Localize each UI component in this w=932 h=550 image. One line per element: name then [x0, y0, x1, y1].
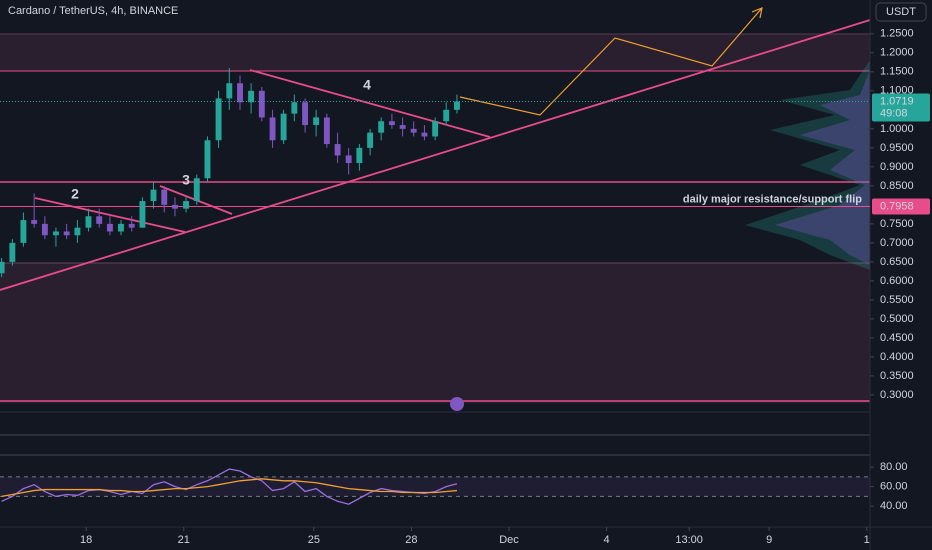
candle-body	[280, 113, 287, 141]
y-tick-label: 0.9500	[880, 142, 914, 154]
candle-body	[172, 204, 178, 209]
candle-body	[226, 83, 233, 99]
x-tick-label: 28	[405, 534, 417, 546]
candle-body	[421, 132, 428, 137]
x-tick-label: Dec	[499, 534, 519, 546]
candle-body	[378, 121, 385, 133]
candle-body	[183, 201, 189, 209]
volume-profile	[775, 70, 870, 265]
candle-body	[139, 201, 146, 228]
x-tick-label: 25	[308, 534, 320, 546]
y-tick-label: 0.4000	[880, 351, 914, 363]
candle-body	[41, 223, 48, 236]
trendline	[249, 69, 491, 138]
candle-body	[96, 216, 103, 224]
candle-body	[0, 261, 5, 274]
y-tick-label: 1.0000	[880, 123, 914, 135]
projection-arrow	[751, 7, 763, 19]
candle-body	[237, 83, 243, 103]
countdown: 49:08	[880, 107, 908, 119]
candle-body	[161, 189, 168, 205]
candle-body	[269, 117, 276, 141]
support-zone	[0, 263, 870, 403]
x-tick-label: 9	[766, 534, 772, 546]
candle-body	[302, 102, 309, 126]
rsi-band	[0, 476, 870, 497]
candle-body	[9, 242, 16, 262]
trendline	[0, 19, 871, 291]
y-tick-label: 0.6000	[880, 275, 914, 287]
candle-body	[258, 90, 265, 118]
candle-body	[31, 220, 38, 224]
rsi-y-tick-label: 40.00	[880, 500, 908, 512]
candle-body	[356, 147, 363, 164]
rsi-y-tick-label: 60.00	[880, 481, 908, 493]
candle-body	[20, 220, 27, 243]
candle-body	[128, 223, 135, 228]
candle-body	[106, 223, 113, 232]
candle-body	[204, 140, 211, 179]
y-tick-label: 1.2500	[880, 28, 914, 40]
y-tick-label: 1.1500	[880, 66, 914, 78]
y-tick-label: 0.4500	[880, 332, 914, 344]
candle-body	[334, 144, 341, 156]
currency-label[interactable]: USDT	[886, 6, 916, 18]
level-tag-label: 0.7958	[880, 200, 914, 212]
y-tick-label: 0.3500	[880, 370, 914, 382]
y-tick-label: 0.3000	[880, 389, 914, 401]
y-tick-label: 0.7000	[880, 237, 914, 249]
candle-body	[367, 132, 374, 148]
candle-body	[399, 125, 406, 129]
y-tick-label: 0.8500	[880, 180, 914, 192]
candle-body	[454, 101, 460, 110]
y-tick-label: 0.6500	[880, 256, 914, 268]
wave-label: 3	[182, 172, 190, 188]
candle-body	[410, 128, 417, 133]
resistance-zone	[0, 34, 870, 71]
candle-body	[443, 109, 450, 122]
candle-body	[85, 216, 92, 228]
projection-path	[459, 7, 763, 116]
wave-label: 2	[71, 186, 79, 202]
level-note: daily major resistance/support flip	[683, 193, 862, 205]
y-tick-label: 1.2000	[880, 47, 914, 59]
x-tick-label: 21	[178, 534, 190, 546]
y-tick-label: 0.7500	[880, 218, 914, 230]
candle-body	[74, 227, 81, 236]
candle-body	[52, 231, 59, 236]
y-tick-label: 0.5000	[880, 313, 914, 325]
candle-body	[63, 231, 70, 236]
candle-body	[193, 178, 200, 202]
y-tick-label: 0.5500	[880, 294, 914, 306]
chart-title: Cardano / TetherUS, 4h, BINANCE	[8, 5, 178, 17]
y-tick-label: 0.9000	[880, 161, 914, 173]
candle-body	[150, 189, 157, 202]
x-tick-label: 1	[864, 534, 870, 546]
volume-profile	[745, 60, 870, 270]
last-price-label: 1.0719	[880, 95, 914, 107]
candle-body	[323, 117, 330, 145]
candle-body	[345, 155, 352, 164]
rsi-line	[1, 468, 458, 505]
last-price-tag	[872, 93, 930, 122]
candle-body	[432, 121, 439, 137]
candle-body	[313, 117, 320, 126]
candle-body	[248, 90, 255, 103]
currency-button[interactable]	[875, 2, 927, 22]
rsi-line	[1, 478, 458, 498]
wave-label: 4	[363, 77, 371, 93]
x-tick-label: 13:00	[675, 534, 703, 546]
candle-body	[291, 102, 298, 114]
candle-body	[215, 98, 222, 141]
event-icon[interactable]	[450, 397, 464, 411]
candle-body	[118, 223, 124, 232]
trendline	[34, 197, 186, 233]
x-tick-label: 18	[80, 534, 92, 546]
rsi-y-tick-label: 80.00	[880, 461, 908, 473]
level-tag	[872, 198, 930, 215]
candle-body	[388, 121, 395, 126]
x-tick-label: 4	[603, 534, 609, 546]
